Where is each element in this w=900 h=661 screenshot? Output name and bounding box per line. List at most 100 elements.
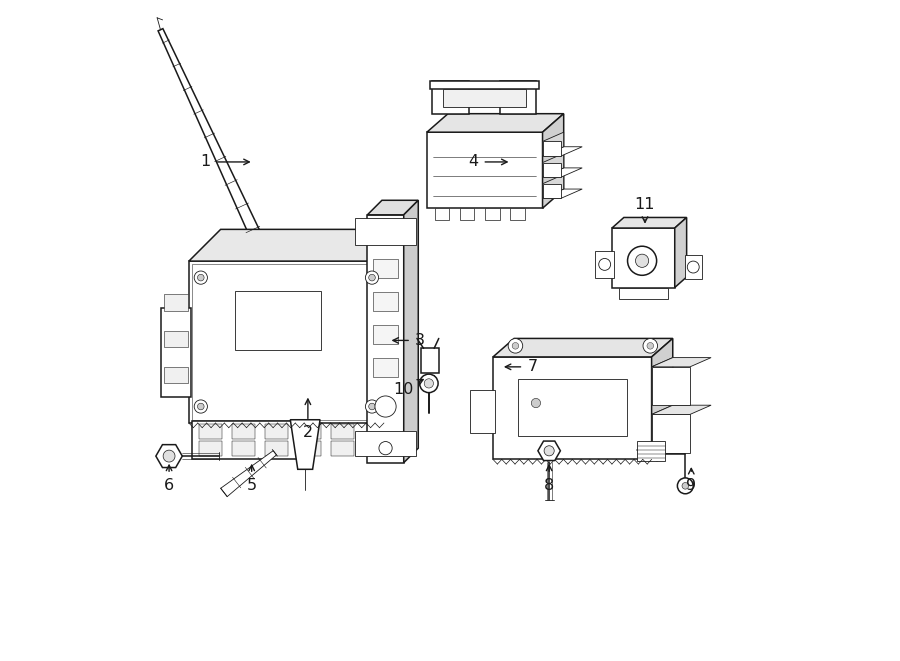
Bar: [232, 441, 255, 456]
Bar: [460, 208, 474, 220]
Polygon shape: [189, 261, 384, 423]
Circle shape: [678, 478, 693, 494]
Circle shape: [627, 247, 657, 275]
Bar: [435, 208, 449, 220]
Polygon shape: [538, 441, 561, 461]
Polygon shape: [675, 217, 687, 288]
Bar: [199, 424, 222, 440]
Bar: [500, 81, 536, 114]
Circle shape: [365, 271, 379, 284]
Bar: [373, 259, 399, 278]
Circle shape: [375, 396, 396, 417]
Polygon shape: [652, 405, 673, 453]
Polygon shape: [493, 338, 673, 357]
Bar: [298, 441, 321, 456]
Text: 7: 7: [505, 360, 537, 374]
Polygon shape: [652, 358, 711, 367]
Polygon shape: [427, 132, 543, 208]
Bar: [618, 288, 668, 299]
Circle shape: [424, 379, 434, 388]
Polygon shape: [384, 229, 416, 423]
Polygon shape: [543, 175, 563, 198]
Circle shape: [682, 483, 688, 489]
Bar: [265, 424, 288, 440]
Circle shape: [197, 403, 204, 410]
Bar: [430, 81, 539, 89]
Polygon shape: [404, 200, 419, 463]
Text: 4: 4: [468, 155, 507, 169]
Bar: [232, 424, 255, 440]
Bar: [685, 255, 702, 279]
Bar: [356, 431, 416, 456]
Bar: [235, 291, 321, 350]
Polygon shape: [543, 189, 582, 198]
Bar: [373, 325, 399, 344]
Polygon shape: [158, 28, 264, 244]
Text: 2: 2: [302, 399, 313, 440]
Circle shape: [688, 261, 699, 273]
Circle shape: [194, 400, 207, 413]
Bar: [165, 294, 187, 311]
Bar: [331, 441, 355, 456]
Text: 3: 3: [393, 333, 426, 348]
Bar: [331, 424, 355, 440]
Polygon shape: [220, 451, 276, 496]
Polygon shape: [543, 132, 563, 156]
Polygon shape: [543, 114, 563, 208]
Polygon shape: [543, 153, 563, 177]
Circle shape: [163, 450, 175, 462]
Bar: [470, 390, 495, 433]
Polygon shape: [543, 168, 582, 177]
Text: 5: 5: [247, 465, 256, 493]
Bar: [193, 421, 310, 459]
Circle shape: [508, 338, 523, 353]
Bar: [444, 89, 526, 107]
Polygon shape: [612, 217, 687, 228]
Bar: [165, 367, 187, 383]
Polygon shape: [189, 229, 416, 261]
Bar: [373, 358, 399, 377]
Bar: [356, 218, 416, 245]
Circle shape: [531, 399, 541, 408]
Bar: [298, 424, 321, 440]
Circle shape: [197, 274, 204, 281]
Bar: [652, 414, 690, 453]
Circle shape: [647, 342, 653, 349]
Polygon shape: [156, 445, 183, 467]
Bar: [373, 292, 399, 311]
Polygon shape: [652, 338, 673, 459]
Bar: [596, 251, 614, 278]
Bar: [543, 163, 561, 177]
Polygon shape: [652, 405, 711, 414]
Bar: [199, 441, 222, 456]
Bar: [165, 330, 187, 347]
Text: 6: 6: [164, 465, 174, 493]
Circle shape: [598, 258, 610, 270]
Polygon shape: [612, 228, 675, 288]
Circle shape: [419, 374, 438, 393]
Polygon shape: [652, 358, 673, 405]
Circle shape: [194, 271, 207, 284]
Circle shape: [379, 442, 392, 455]
Circle shape: [369, 403, 375, 410]
Polygon shape: [291, 420, 320, 469]
Bar: [518, 379, 627, 436]
Circle shape: [369, 274, 375, 281]
Polygon shape: [493, 357, 652, 459]
Circle shape: [365, 400, 379, 413]
Polygon shape: [427, 114, 563, 132]
Text: 8: 8: [544, 465, 554, 493]
Text: 1: 1: [201, 155, 249, 169]
Polygon shape: [543, 147, 582, 156]
Bar: [652, 367, 690, 405]
Bar: [193, 264, 381, 420]
Bar: [161, 307, 191, 397]
Bar: [543, 184, 561, 198]
Circle shape: [635, 254, 649, 268]
Bar: [265, 441, 288, 456]
Bar: [485, 208, 500, 220]
Text: 11: 11: [634, 198, 655, 222]
Bar: [432, 81, 469, 114]
Bar: [510, 208, 525, 220]
Polygon shape: [367, 215, 404, 463]
